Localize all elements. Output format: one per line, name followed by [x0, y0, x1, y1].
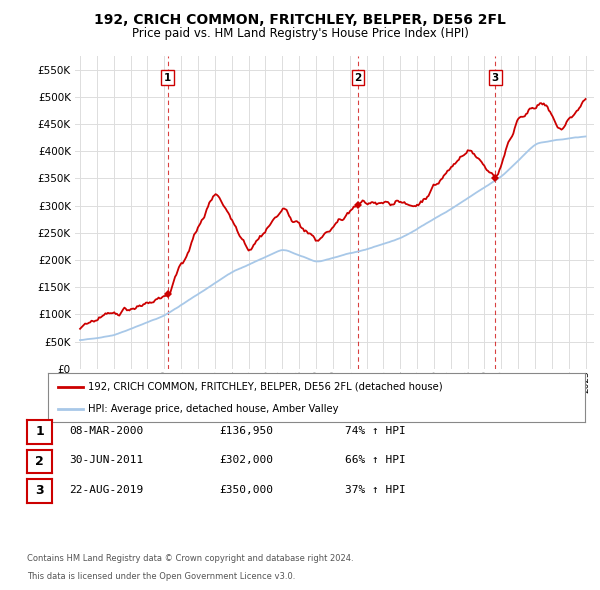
Text: 1: 1: [35, 425, 44, 438]
Text: 1: 1: [164, 73, 171, 83]
Text: £350,000: £350,000: [219, 485, 273, 494]
Text: 192, CRICH COMMON, FRITCHLEY, BELPER, DE56 2FL: 192, CRICH COMMON, FRITCHLEY, BELPER, DE…: [94, 13, 506, 27]
Text: £302,000: £302,000: [219, 455, 273, 465]
Text: 2: 2: [355, 73, 362, 83]
Text: This data is licensed under the Open Government Licence v3.0.: This data is licensed under the Open Gov…: [27, 572, 295, 581]
Text: 2: 2: [35, 455, 44, 468]
Text: 37% ↑ HPI: 37% ↑ HPI: [345, 485, 406, 494]
Text: 22-AUG-2019: 22-AUG-2019: [69, 485, 143, 494]
Text: HPI: Average price, detached house, Amber Valley: HPI: Average price, detached house, Ambe…: [88, 404, 339, 414]
Text: £136,950: £136,950: [219, 426, 273, 435]
Text: 74% ↑ HPI: 74% ↑ HPI: [345, 426, 406, 435]
Text: 192, CRICH COMMON, FRITCHLEY, BELPER, DE56 2FL (detached house): 192, CRICH COMMON, FRITCHLEY, BELPER, DE…: [88, 382, 443, 392]
Text: Contains HM Land Registry data © Crown copyright and database right 2024.: Contains HM Land Registry data © Crown c…: [27, 555, 353, 563]
Text: 08-MAR-2000: 08-MAR-2000: [69, 426, 143, 435]
Text: Price paid vs. HM Land Registry's House Price Index (HPI): Price paid vs. HM Land Registry's House …: [131, 27, 469, 40]
Text: 3: 3: [492, 73, 499, 83]
Text: 66% ↑ HPI: 66% ↑ HPI: [345, 455, 406, 465]
Text: 30-JUN-2011: 30-JUN-2011: [69, 455, 143, 465]
Text: 3: 3: [35, 484, 44, 497]
